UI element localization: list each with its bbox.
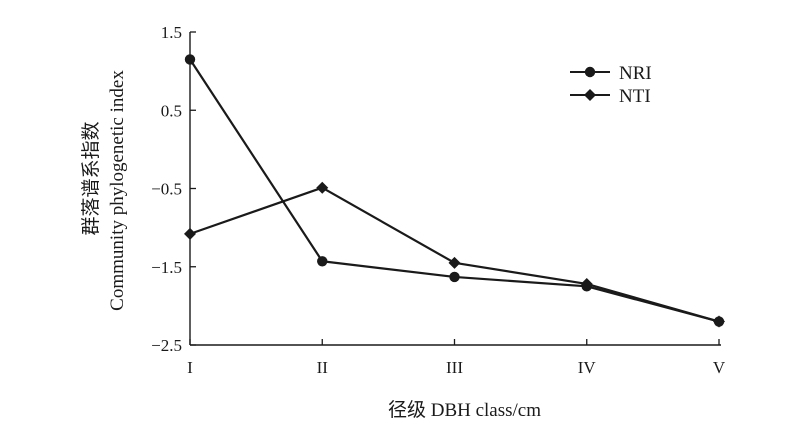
series-nti	[184, 181, 725, 328]
legend-label: NTI	[619, 86, 651, 107]
legend-label: NRI	[619, 63, 652, 84]
data-point-nri	[449, 271, 460, 283]
legend-marker-nri	[584, 66, 596, 78]
x-ticks: I II III IV V	[187, 339, 726, 377]
y-tick-label: −0.5	[151, 180, 182, 199]
x-tick-label: IV	[578, 358, 597, 377]
x-tick-label: I	[187, 358, 193, 377]
legend-item-nri: NRI	[570, 63, 652, 84]
data-point-nti	[316, 181, 329, 194]
data-point-nti	[713, 315, 725, 328]
x-tick-label: V	[713, 358, 726, 377]
legend-item-nti: NTI	[570, 86, 651, 107]
y-axis-title: 群落谱系指数 Community phylogenetic index	[80, 70, 128, 311]
y-axis-title-en: Community phylogenetic index	[107, 70, 128, 311]
x-tick-label: II	[317, 358, 329, 377]
x-axis-title: 径级 DBH class/cm	[388, 399, 541, 421]
data-point-nti	[580, 277, 593, 290]
y-tick-label: −2.5	[151, 336, 182, 355]
y-tick-label: 0.5	[161, 101, 182, 120]
y-axis-title-zh: 群落谱系指数	[80, 121, 102, 235]
data-point-nti	[448, 256, 461, 269]
legend-marker-nti	[584, 89, 596, 101]
series-group	[184, 54, 725, 328]
y-tick-label: 1.5	[161, 23, 182, 42]
data-point-nri	[184, 54, 196, 65]
y-tick-label: −1.5	[151, 258, 182, 277]
data-point-nti	[184, 227, 196, 240]
x-tick-label: III	[446, 358, 463, 377]
data-point-nri	[317, 256, 328, 267]
y-ticks: 1.5 0.5 −0.5 −1.5 −2.5	[151, 23, 196, 355]
